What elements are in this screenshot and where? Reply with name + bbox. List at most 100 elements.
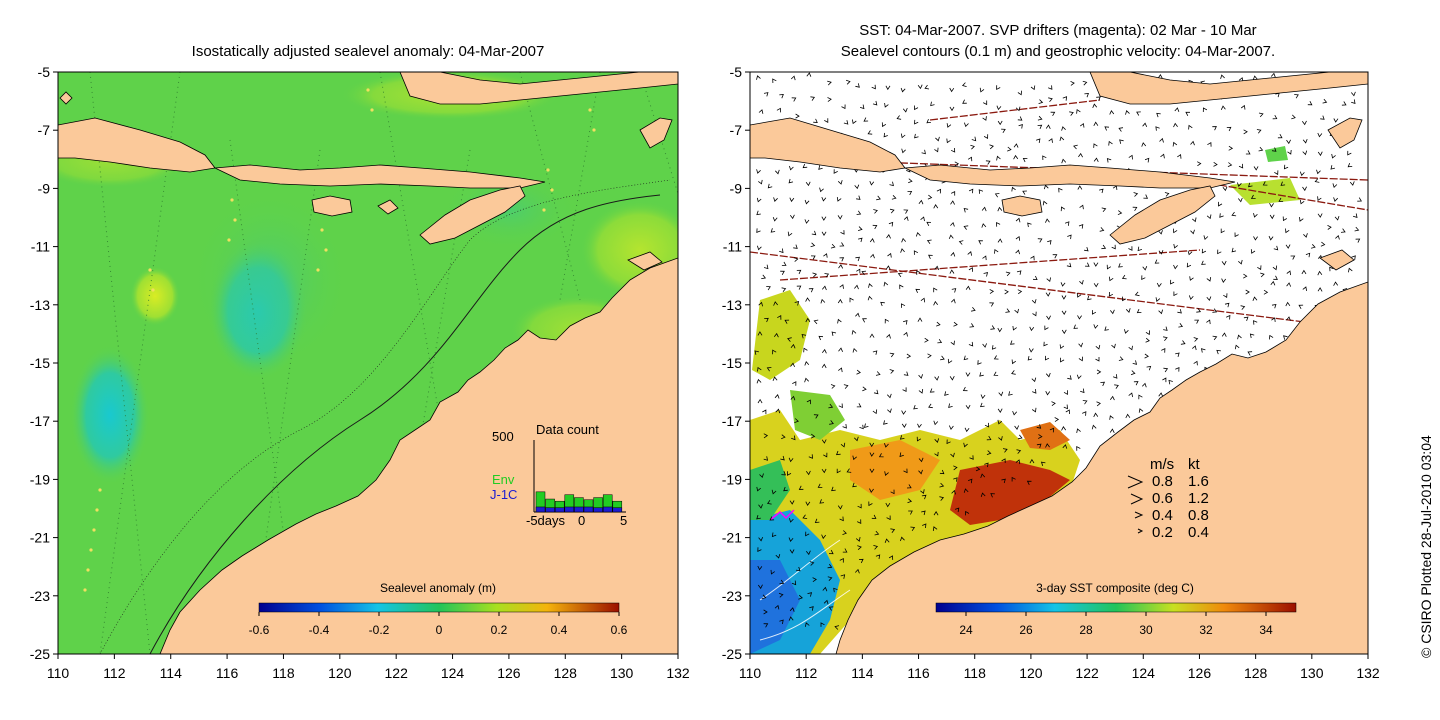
velocity-arrow [1240,104,1246,110]
velocity-arrow [827,563,833,569]
velocity-arrow [1109,395,1115,401]
velocity-arrow [1005,271,1011,277]
velocity-arrow [1173,228,1178,234]
velocity-arrow [1163,336,1168,341]
velocity-arrow [933,300,939,306]
velocity-arrow [756,75,761,80]
x-tick-label: 114 [851,665,874,681]
velocity-arrow [1156,282,1162,288]
velocity-arrow [756,514,761,520]
velocity-arrow [756,210,761,216]
velocity-arrow [789,549,795,554]
velocity-arrow [1186,262,1192,268]
velocity-arrow [1220,105,1226,110]
velocity-legend-row: 0.2 0.4 [1137,524,1209,541]
velocity-arrow [1011,359,1017,365]
velocity-legend-ms-value: 0.8 [1152,473,1173,490]
velocity-arrow [875,371,881,376]
velocity-arrow [810,255,816,260]
velocity-arrow [795,113,800,119]
velocity-arrow [831,331,837,336]
velocity-arrow [914,105,919,111]
y-tick-label: -11 [31,239,50,255]
x-tick-label: 112 [103,665,126,681]
velocity-arrow [900,87,906,93]
velocity-arrow [1093,282,1099,288]
velocity-arrow [1348,267,1353,273]
sla-colorbar-ticks: -0.6 -0.4 -0.2 0 0.2 0.4 0.6 [249,612,628,637]
velocity-arrow [1060,357,1065,363]
velocity-legend-ms-value: 0.6 [1152,490,1173,507]
velocity-arrow [1046,277,1051,283]
velocity-arrow [1197,161,1202,167]
velocity-arrow [1142,266,1148,271]
velocity-arrow [964,122,969,128]
velocity-arrow [983,134,989,139]
velocity-arrow [1026,480,1032,485]
velocity-arrow [788,457,794,463]
velocity-arrow [828,606,834,611]
velocity-arrow [764,317,769,323]
velocity-arrow [1061,295,1067,300]
copyright-credit: © CSIRO Plotted 28-Jul-2010 03:04 [1418,435,1434,658]
colorbar-tick-label: 30 [1139,623,1153,637]
velocity-arrow [903,209,909,214]
velocity-arrow [875,554,881,560]
inset-x-label-start: -5days [526,513,566,528]
velocity-arrow [1222,186,1228,192]
velocity-arrow [969,323,975,328]
velocity-arrow [1163,367,1169,373]
velocity-arrow [761,274,767,280]
right-australia-landmass [835,281,1368,654]
velocity-arrow [827,80,832,86]
inset-ymax-label: 500 [492,429,514,444]
velocity-arrow [1100,381,1106,387]
velocity-arrow [1082,400,1088,405]
velocity-arrow [928,403,933,409]
velocity-arrow [790,75,796,81]
velocity-legend-header-kt: kt [1188,456,1201,473]
velocity-arrow [1332,183,1338,189]
velocity-arrow [829,420,834,425]
x-tick-label: 114 [160,665,183,681]
velocity-arrow [854,436,859,442]
velocity-arrow [971,136,977,142]
velocity-arrow [1001,458,1006,463]
velocity-arrow [889,352,895,358]
velocity-arrow [778,592,784,598]
velocity-arrow [1044,355,1050,361]
velocity-arrow [1221,332,1227,337]
velocity-arrow [1206,277,1212,282]
y-tick-label: -21 [30,530,50,546]
inset-j1c-label: J-1C [490,487,517,502]
velocity-arrow [1125,110,1130,115]
velocity-arrow [852,347,858,353]
velocity-arrow [827,576,833,581]
colorbar-tick-label: -0.4 [309,623,330,637]
velocity-arrow [821,363,827,369]
velocity-arrow [977,360,982,365]
velocity-arrow [888,221,894,227]
velocity-arrow [869,452,875,457]
velocity-arrow [1031,377,1037,383]
velocity-arrow [1187,250,1193,256]
velocity-arrow [1314,178,1320,183]
velocity-arrow [1108,140,1113,146]
inset-j1c-bar [602,506,613,513]
velocity-arrow [1234,344,1240,350]
velocity-arrow [948,425,954,430]
x-tick-label: 118 [272,665,295,681]
velocity-arrow [858,558,864,564]
velocity-arrow [805,531,810,537]
left-map-panel: Isostatically adjusted sealevel anomaly:… [30,43,690,681]
y-tick-label: -9 [38,180,51,196]
velocity-arrow [1213,161,1218,167]
velocity-arrow [1133,192,1139,197]
velocity-arrow [949,106,955,112]
velocity-arrow [1069,111,1074,116]
left-australia-landmass [159,257,678,654]
velocity-arrow [1301,120,1307,126]
velocity-arrow [899,284,904,290]
velocity-arrow [874,530,880,536]
velocity-arrow [781,261,787,266]
